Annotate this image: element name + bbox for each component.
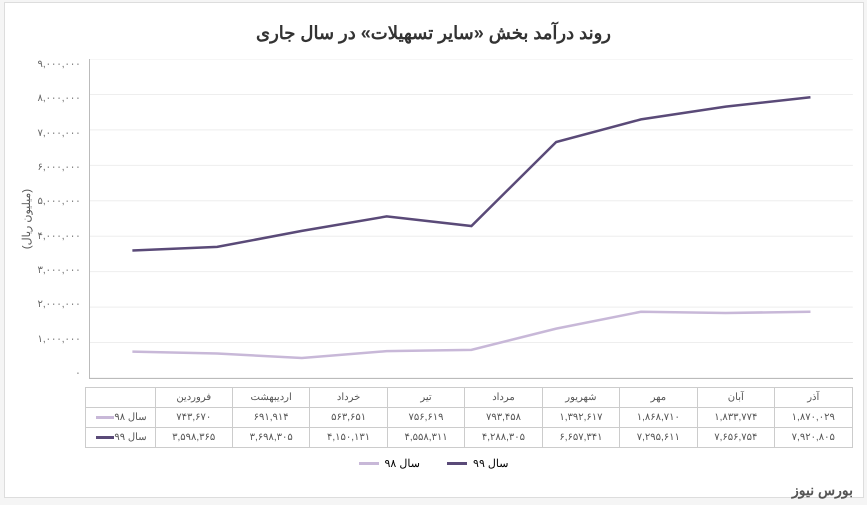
legend-item: سال ۹۹ bbox=[447, 457, 508, 470]
y-tick: ۸,۰۰۰,۰۰۰ bbox=[38, 93, 81, 104]
y-tick: ۰ bbox=[75, 368, 80, 379]
series-marker-icon bbox=[96, 416, 114, 419]
x-category: آبان bbox=[697, 388, 774, 408]
x-category: اردیبهشت bbox=[232, 388, 309, 408]
series-marker-icon bbox=[96, 436, 114, 439]
data-cell: ۱,۳۹۲,۶۱۷ bbox=[542, 408, 619, 428]
y-tick: ۹,۰۰۰,۰۰۰ bbox=[38, 59, 81, 70]
data-cell: ۱,۸۶۸,۷۱۰ bbox=[620, 408, 697, 428]
y-tick: ۶,۰۰۰,۰۰۰ bbox=[38, 162, 81, 173]
chart-svg bbox=[90, 59, 853, 378]
table-row: سال ۹۹ ۳,۵۹۸,۳۶۵ ۳,۶۹۸,۳۰۵ ۴,۱۵۰,۱۳۱ ۴,۵… bbox=[85, 428, 852, 448]
x-category: مهر bbox=[620, 388, 697, 408]
legend-label: سال ۹۹ bbox=[473, 457, 508, 470]
table-corner-cell bbox=[85, 388, 155, 408]
data-cell: ۷,۲۹۵,۶۱۱ bbox=[620, 428, 697, 448]
data-cell: ۷۹۳,۴۵۸ bbox=[465, 408, 542, 428]
legend: سال ۹۸ سال ۹۹ bbox=[15, 456, 853, 470]
series-label: سال ۹۸ bbox=[85, 408, 155, 428]
x-category: شهریور bbox=[542, 388, 619, 408]
legend-swatch-icon bbox=[359, 462, 379, 465]
y-axis-label: (میلیون ریال) bbox=[15, 189, 38, 249]
data-cell: ۶۹۱,۹۱۴ bbox=[232, 408, 309, 428]
data-cell: ۴,۲۸۸,۳۰۵ bbox=[465, 428, 542, 448]
x-category: مرداد bbox=[465, 388, 542, 408]
data-table: فروردین اردیبهشت خرداد تیر مرداد شهریور … bbox=[85, 387, 853, 448]
data-cell: ۴,۱۵۰,۱۳۱ bbox=[310, 428, 387, 448]
y-axis: ۹,۰۰۰,۰۰۰ ۸,۰۰۰,۰۰۰ ۷,۰۰۰,۰۰۰ ۶,۰۰۰,۰۰۰ … bbox=[38, 59, 89, 379]
plot-area bbox=[89, 59, 853, 379]
data-cell: ۳,۶۹۸,۳۰۵ bbox=[232, 428, 309, 448]
table-header-row: فروردین اردیبهشت خرداد تیر مرداد شهریور … bbox=[85, 388, 852, 408]
data-cell: ۷,۹۲۰,۸۰۵ bbox=[775, 428, 853, 448]
x-category: آذر bbox=[775, 388, 853, 408]
data-cell: ۳,۵۹۸,۳۶۵ bbox=[155, 428, 232, 448]
data-cell: ۵۶۳,۶۵۱ bbox=[310, 408, 387, 428]
y-tick: ۳,۰۰۰,۰۰۰ bbox=[38, 265, 81, 276]
y-tick: ۲,۰۰۰,۰۰۰ bbox=[38, 299, 81, 310]
legend-item: سال ۹۸ bbox=[359, 457, 420, 470]
chart-body: (میلیون ریال) ۹,۰۰۰,۰۰۰ ۸,۰۰۰,۰۰۰ ۷,۰۰۰,… bbox=[15, 59, 853, 379]
legend-label: سال ۹۸ bbox=[385, 457, 420, 470]
chart-title: روند درآمد بخش «سایر تسهیلات» در سال جار… bbox=[15, 23, 853, 44]
table-row: سال ۹۸ ۷۴۳,۶۷۰ ۶۹۱,۹۱۴ ۵۶۳,۶۵۱ ۷۵۶,۶۱۹ ۷… bbox=[85, 408, 852, 428]
x-category: فروردین bbox=[155, 388, 232, 408]
data-cell: ۷,۶۵۶,۷۵۴ bbox=[697, 428, 774, 448]
y-tick: ۴,۰۰۰,۰۰۰ bbox=[38, 231, 81, 242]
y-tick: ۱,۰۰۰,۰۰۰ bbox=[38, 334, 81, 345]
x-category: خرداد bbox=[310, 388, 387, 408]
data-cell: ۱,۸۳۳,۷۷۴ bbox=[697, 408, 774, 428]
y-tick: ۷,۰۰۰,۰۰۰ bbox=[38, 128, 81, 139]
data-cell: ۷۵۶,۶۱۹ bbox=[387, 408, 464, 428]
data-cell: ۴,۵۵۸,۳۱۱ bbox=[387, 428, 464, 448]
series-label: سال ۹۹ bbox=[85, 428, 155, 448]
x-category: تیر bbox=[387, 388, 464, 408]
series-name: سال ۹۹ bbox=[114, 432, 146, 443]
watermark: بورس نیوز bbox=[792, 482, 853, 499]
series-name: سال ۹۸ bbox=[114, 412, 146, 423]
legend-swatch-icon bbox=[447, 462, 467, 465]
y-tick: ۵,۰۰۰,۰۰۰ bbox=[38, 196, 81, 207]
data-cell: ۱,۸۷۰,۰۲۹ bbox=[775, 408, 853, 428]
chart-container: روند درآمد بخش «سایر تسهیلات» در سال جار… bbox=[4, 2, 864, 498]
data-cell: ۶,۶۵۷,۳۴۱ bbox=[542, 428, 619, 448]
data-cell: ۷۴۳,۶۷۰ bbox=[155, 408, 232, 428]
